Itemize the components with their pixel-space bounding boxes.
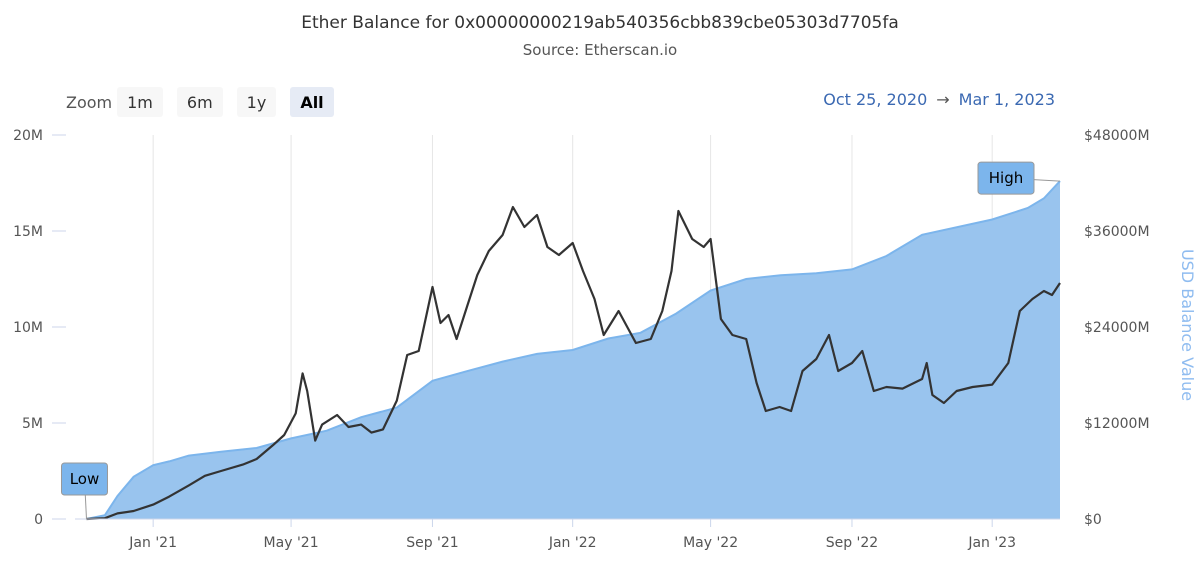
flags: Low High: [60, 161, 1061, 520]
usd-value-line: [86, 205, 1061, 521]
flag-box-high: [977, 161, 1035, 195]
zoom-controls: Zoom 1m 6m 1y All: [66, 87, 348, 117]
flag-box-low: [60, 462, 108, 496]
y-left-tick-label: 0: [34, 512, 43, 528]
zoom-6m-button[interactable]: 6m: [176, 87, 223, 117]
flag-label-low: Low: [70, 470, 100, 488]
chart-subtitle: Source: Etherscan.io: [522, 41, 678, 59]
chart-title: Ether Balance for 0x00000000219ab540356c…: [301, 13, 899, 33]
x-tick-label: May '22: [683, 535, 738, 551]
zoom-all-button[interactable]: All: [290, 87, 334, 117]
y-right-tick-label: $48000M: [1084, 128, 1150, 144]
axes: Jan '21 May '21 Sep '21 Jan '22 May '22 Sep '…: [13, 128, 1197, 551]
y-left-tick-label: 15M: [13, 224, 43, 240]
y-right-tick-label: $0: [1084, 512, 1102, 528]
line-series-layer: [86, 205, 1061, 521]
zoom-label: Zoom: [66, 92, 113, 112]
y-left-tick-label: 10M: [13, 320, 43, 336]
y-right-axis-title: USD Balance Value: [1178, 249, 1197, 401]
y-right-tick-label: $36000M: [1084, 224, 1150, 240]
balance-area-line: [86, 180, 1061, 520]
zoom-1y-button[interactable]: 1y: [236, 87, 277, 117]
y-left-tick-label: 5M: [22, 416, 43, 432]
x-tick-label: Jan '23: [967, 535, 1016, 551]
range-arrow: →: [936, 90, 950, 109]
x-tick-label: Sep '21: [406, 535, 459, 551]
y-left-tick-label: 20M: [13, 128, 43, 144]
x-tick-label: Jan '22: [548, 535, 597, 551]
date-range: Oct 25, 2020 → Mar 1, 2023: [823, 90, 1055, 109]
x-tick-label: Jan '21: [128, 535, 177, 551]
y-right-tick-label: $24000M: [1084, 320, 1150, 336]
x-tick-label: Sep '22: [826, 535, 879, 551]
range-to-input[interactable]: Mar 1, 2023: [958, 90, 1055, 109]
range-from-input[interactable]: Oct 25, 2020: [823, 90, 928, 109]
x-tick-label: May '21: [264, 535, 319, 551]
zoom-1m-button[interactable]: 1m: [117, 87, 163, 117]
flag-label-high: High: [989, 169, 1023, 187]
area-series-layer: [86, 180, 1061, 520]
y-right-tick-label: $12000M: [1084, 416, 1150, 432]
